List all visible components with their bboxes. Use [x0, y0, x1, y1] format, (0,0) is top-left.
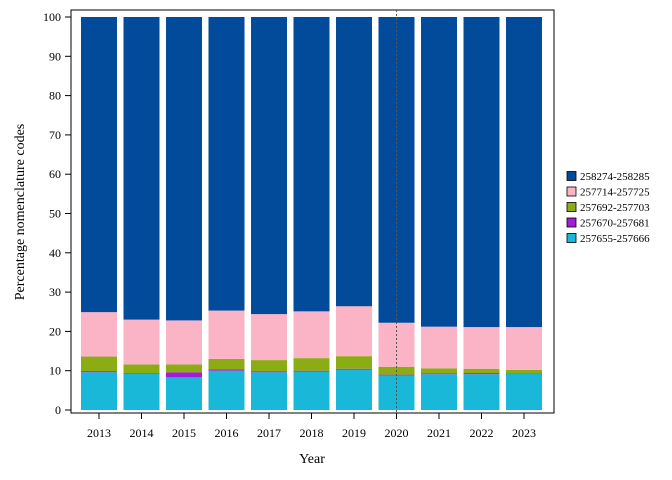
- bar-2019-series-4: [336, 17, 372, 307]
- y-tick-label-0: 0: [55, 403, 61, 417]
- y-tick-label-70: 70: [49, 128, 61, 142]
- bar-2016-series-1: [208, 369, 245, 371]
- bar-2020-series-3: [378, 322, 415, 367]
- y-tick-label-100: 100: [43, 10, 61, 24]
- legend-swatch-1: [566, 186, 577, 197]
- bar-2017-series-2: [251, 360, 287, 372]
- bar-2014-series-4: [123, 17, 160, 320]
- bar-2017-series-4: [251, 17, 287, 315]
- x-tick-label-2022: 2022: [470, 426, 494, 440]
- bar-2022-series-4: [463, 17, 500, 328]
- legend-label-1: 257714-257725: [580, 187, 650, 199]
- bar-2014-series-0: [123, 373, 160, 410]
- bar-2013-series-0: [81, 372, 117, 410]
- x-tick-label-2016: 2016: [215, 426, 239, 440]
- legend: 258274-258285 257714-257725 257692-257703 2…: [566, 171, 650, 245]
- bar-2017-series-3: [251, 314, 287, 361]
- bar-2021-series-3: [421, 326, 457, 369]
- legend-swatch-0: [566, 171, 577, 181]
- y-tick-label-60: 60: [49, 167, 61, 181]
- y-axis-title: Percentage nomenclature codes: [13, 124, 28, 300]
- bar-2023-series-0: [506, 373, 542, 410]
- bar-2021-series-4: [421, 17, 457, 327]
- bar-2018-series-2: [293, 358, 330, 371]
- bar-2014-series-3: [123, 319, 160, 365]
- bar-2022-series-1: [463, 373, 500, 375]
- bar-2015-series-0: [166, 377, 202, 410]
- legend-label-2: 257692-257703: [580, 202, 650, 214]
- bar-2013-series-1: [81, 371, 117, 373]
- bar-2019-series-2: [336, 356, 372, 369]
- x-tick-label-2017: 2017: [257, 426, 281, 440]
- bar-2023-series-2: [506, 369, 542, 374]
- x-axis: 2013 2014 2015 2016 2017 2018 2019 2020 2021 2022…: [87, 413, 536, 440]
- y-tick-label-30: 30: [49, 285, 61, 299]
- bar-2018-series-3: [293, 311, 330, 359]
- bars-group: [81, 17, 542, 410]
- bar-2015-series-2: [166, 364, 202, 373]
- bar-2023-series-4: [506, 17, 542, 328]
- x-tick-label-2019: 2019: [342, 426, 366, 440]
- bar-2014-series-1: [123, 373, 160, 374]
- bar-2013-series-2: [81, 356, 117, 372]
- bar-2016-series-2: [208, 358, 245, 370]
- bar-2014-series-2: [123, 364, 160, 374]
- y-tick-label-10: 10: [49, 364, 61, 378]
- x-tick-label-2015: 2015: [172, 426, 196, 440]
- bar-2016-series-4: [208, 17, 245, 311]
- y-tick-label-90: 90: [49, 49, 61, 63]
- bar-2021-series-1: [421, 373, 457, 375]
- bar-2018-series-4: [293, 17, 330, 312]
- x-tick-label-2023: 2023: [512, 426, 536, 440]
- bar-2015-series-3: [166, 320, 202, 365]
- y-axis: 0 10 20 30 40 50 60 70 80 90 100: [43, 10, 71, 417]
- bar-2017-series-0: [251, 372, 287, 410]
- bar-2013-series-3: [81, 312, 117, 357]
- x-tick-label-2013: 2013: [87, 426, 111, 440]
- bar-2015-series-4: [166, 17, 202, 321]
- x-tick-label-2018: 2018: [300, 426, 324, 440]
- legend-swatch-3: [566, 217, 577, 228]
- x-axis-title: Year: [299, 452, 325, 467]
- bar-2022-series-0: [463, 374, 500, 410]
- bar-2022-series-2: [463, 368, 500, 374]
- bar-2013-series-4: [81, 17, 117, 313]
- bar-2021-series-0: [421, 374, 457, 410]
- bar-2018-series-1: [293, 370, 330, 372]
- y-tick-label-80: 80: [49, 89, 61, 103]
- bar-2023-series-3: [506, 327, 542, 370]
- bar-2020-series-0: [378, 375, 415, 410]
- x-tick-label-2020: 2020: [385, 426, 409, 440]
- legend-label-3: 257670-257681: [580, 218, 650, 230]
- bar-2016-series-3: [208, 310, 245, 359]
- legend-label-4: 257655-257666: [580, 233, 650, 245]
- bar-2019-series-3: [336, 306, 372, 357]
- bar-2022-series-3: [463, 327, 500, 369]
- y-tick-label-20: 20: [49, 324, 61, 338]
- y-tick-label-50: 50: [49, 207, 61, 221]
- bar-2017-series-1: [251, 371, 287, 373]
- legend-swatch-4: [566, 233, 577, 243]
- bar-2019-series-1: [336, 368, 372, 370]
- bar-2021-series-2: [421, 368, 457, 374]
- x-tick-label-2014: 2014: [130, 426, 154, 440]
- bar-2018-series-0: [293, 371, 330, 410]
- bar-2019-series-0: [336, 369, 372, 410]
- y-tick-label-40: 40: [49, 246, 61, 260]
- bar-2015-series-1: [166, 372, 202, 378]
- bar-2016-series-0: [208, 370, 245, 410]
- legend-swatch-2: [566, 202, 577, 212]
- x-tick-label-2021: 2021: [427, 426, 451, 440]
- legend-label-0: 258274-258285: [580, 171, 650, 183]
